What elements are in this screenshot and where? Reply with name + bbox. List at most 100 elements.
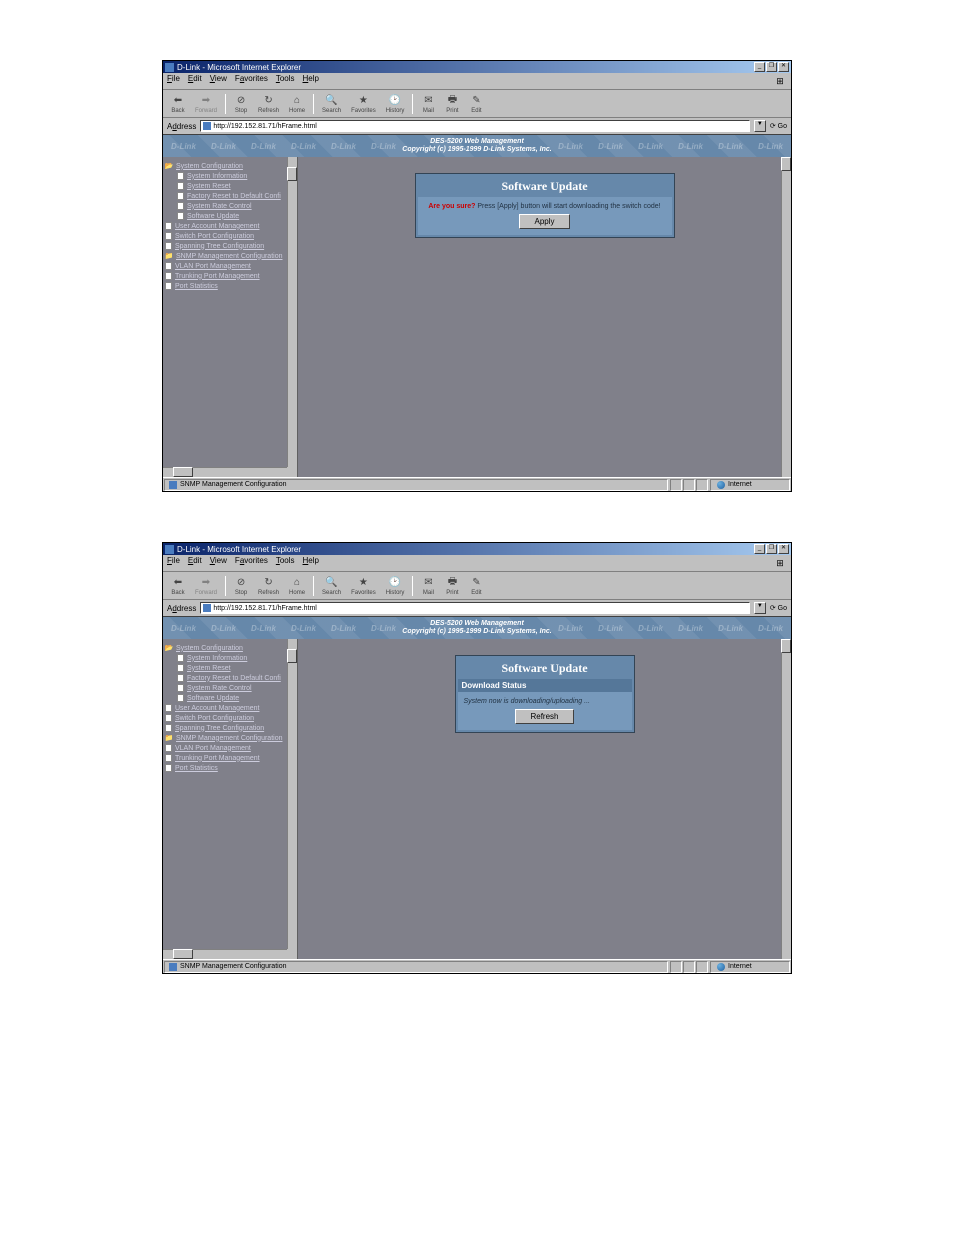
menu-favorites[interactable]: Favorites [235, 74, 268, 88]
doc-icon [177, 674, 184, 682]
sidebar-vscroll[interactable] [287, 157, 297, 477]
print-button[interactable]: 🖶Print [441, 93, 463, 114]
history-button[interactable]: 🕑History [382, 575, 409, 596]
doc-icon [177, 212, 184, 220]
tree-item[interactable]: Switch Port Configuration [165, 713, 295, 723]
tree-item[interactable]: System Rate Control [165, 201, 295, 211]
tree-item[interactable]: Software Update [165, 693, 295, 703]
tree-item[interactable]: System Information [165, 171, 295, 181]
back-button[interactable]: ⬅Back [167, 575, 189, 596]
tree-item[interactable]: 📁SNMP Management Configuration [165, 733, 295, 743]
print-button[interactable]: 🖶Print [441, 575, 463, 596]
tree-item[interactable]: System Information [165, 653, 295, 663]
minimize-button[interactable]: _ [754, 62, 765, 72]
mail-button[interactable]: ✉Mail [417, 575, 439, 596]
address-field[interactable]: http://192.152.81.71/hFrame.html [200, 602, 749, 614]
doc-icon [165, 222, 172, 230]
favorites-button[interactable]: ★Favorites [347, 575, 380, 596]
maximize-button[interactable]: ❐ [766, 544, 777, 554]
tree-item[interactable]: Spanning Tree Configuration [165, 723, 295, 733]
menu-favorites[interactable]: Favorites [235, 556, 268, 570]
doc-icon [165, 714, 172, 722]
ie-window-2: D-Link - Microsoft Internet Explorer _ ❐… [162, 542, 792, 974]
tree-item[interactable]: 📁SNMP Management Configuration [165, 251, 295, 261]
go-button[interactable]: ⟳ Go [770, 604, 787, 612]
tree-item[interactable]: System Reset [165, 663, 295, 673]
menu-view[interactable]: View [210, 74, 227, 88]
tree-item[interactable]: Trunking Port Management [165, 753, 295, 763]
tree-item[interactable]: Port Statistics [165, 281, 295, 291]
search-button[interactable]: 🔍Search [318, 93, 345, 114]
refresh-button[interactable]: ↻Refresh [254, 93, 283, 114]
address-dropdown[interactable]: ▼ [754, 120, 766, 132]
main-vscroll[interactable] [781, 157, 791, 477]
tree-item[interactable]: Trunking Port Management [165, 271, 295, 281]
forward-button[interactable]: ➡Forward [191, 575, 221, 596]
download-status-header: Download Status [458, 679, 632, 692]
maximize-button[interactable]: ❐ [766, 62, 777, 72]
internet-zone-icon [717, 481, 725, 489]
close-button[interactable]: ✕ [778, 544, 789, 554]
go-button[interactable]: ⟳ Go [770, 122, 787, 130]
refresh-button[interactable]: Refresh [515, 709, 573, 724]
menu-file[interactable]: File [167, 74, 180, 88]
tree-item[interactable]: System Reset [165, 181, 295, 191]
minimize-button[interactable]: _ [754, 544, 765, 554]
tree-item[interactable]: Factory Reset to Default Confi [165, 673, 295, 683]
menu-file[interactable]: File [167, 556, 180, 570]
history-button[interactable]: 🕑History [382, 93, 409, 114]
sidebar-hscroll[interactable] [163, 467, 287, 477]
close-button[interactable]: ✕ [778, 62, 789, 72]
tree-item[interactable]: User Account Management [165, 221, 295, 231]
refresh-button[interactable]: ↻Refresh [254, 575, 283, 596]
address-label: Address [167, 122, 196, 131]
search-button[interactable]: 🔍Search [318, 575, 345, 596]
sidebar-hscroll[interactable] [163, 949, 287, 959]
menu-tools[interactable]: Tools [276, 556, 295, 570]
tree-root[interactable]: 📂System Configuration [165, 161, 295, 171]
address-field[interactable]: http://192.152.81.71/hFrame.html [200, 120, 749, 132]
tree-item[interactable]: VLAN Port Management [165, 743, 295, 753]
doc-icon [177, 654, 184, 662]
sidebar-vscroll[interactable] [287, 639, 297, 959]
stop-button[interactable]: ⊘Stop [230, 93, 252, 114]
window-title: D-Link - Microsoft Internet Explorer [177, 545, 301, 554]
forward-button[interactable]: ➡Forward [191, 93, 221, 114]
edit-button[interactable]: ✎Edit [465, 93, 487, 114]
tree-item[interactable]: System Rate Control [165, 683, 295, 693]
tree-item[interactable]: VLAN Port Management [165, 261, 295, 271]
mail-button[interactable]: ✉Mail [417, 93, 439, 114]
tree-item[interactable]: Spanning Tree Configuration [165, 241, 295, 251]
menu-edit[interactable]: Edit [188, 74, 202, 88]
folder-icon: 📂 [165, 644, 173, 652]
tree-root[interactable]: 📂System Configuration [165, 643, 295, 653]
doc-icon [165, 272, 172, 280]
address-url: http://192.152.81.71/hFrame.html [213, 605, 317, 612]
menu-help[interactable]: Help [303, 556, 319, 570]
home-button[interactable]: ⌂Home [285, 575, 309, 596]
doc-icon [165, 282, 172, 290]
favorites-button[interactable]: ★Favorites [347, 93, 380, 114]
edit-button[interactable]: ✎Edit [465, 575, 487, 596]
tree-item[interactable]: Switch Port Configuration [165, 231, 295, 241]
statusbar: SNMP Management Configuration Internet [163, 959, 791, 973]
tree-item[interactable]: Port Statistics [165, 763, 295, 773]
stop-button[interactable]: ⊘Stop [230, 575, 252, 596]
menu-edit[interactable]: Edit [188, 556, 202, 570]
doc-icon [177, 202, 184, 210]
main-vscroll[interactable] [781, 639, 791, 959]
back-button[interactable]: ⬅Back [167, 93, 189, 114]
tree-item[interactable]: Factory Reset to Default Confi [165, 191, 295, 201]
menu-help[interactable]: Help [303, 74, 319, 88]
menu-tools[interactable]: Tools [276, 74, 295, 88]
address-dropdown[interactable]: ▼ [754, 602, 766, 614]
address-url: http://192.152.81.71/hFrame.html [213, 123, 317, 130]
menu-view[interactable]: View [210, 556, 227, 570]
tree-item[interactable]: User Account Management [165, 703, 295, 713]
home-button[interactable]: ⌂Home [285, 93, 309, 114]
toolbar: ⬅Back ➡Forward ⊘Stop ↻Refresh ⌂Home 🔍Sea… [163, 572, 791, 600]
statusbar: SNMP Management Configuration Internet [163, 477, 791, 491]
tree-item[interactable]: Software Update [165, 211, 295, 221]
doc-icon [165, 744, 172, 752]
apply-button[interactable]: Apply [519, 214, 569, 229]
